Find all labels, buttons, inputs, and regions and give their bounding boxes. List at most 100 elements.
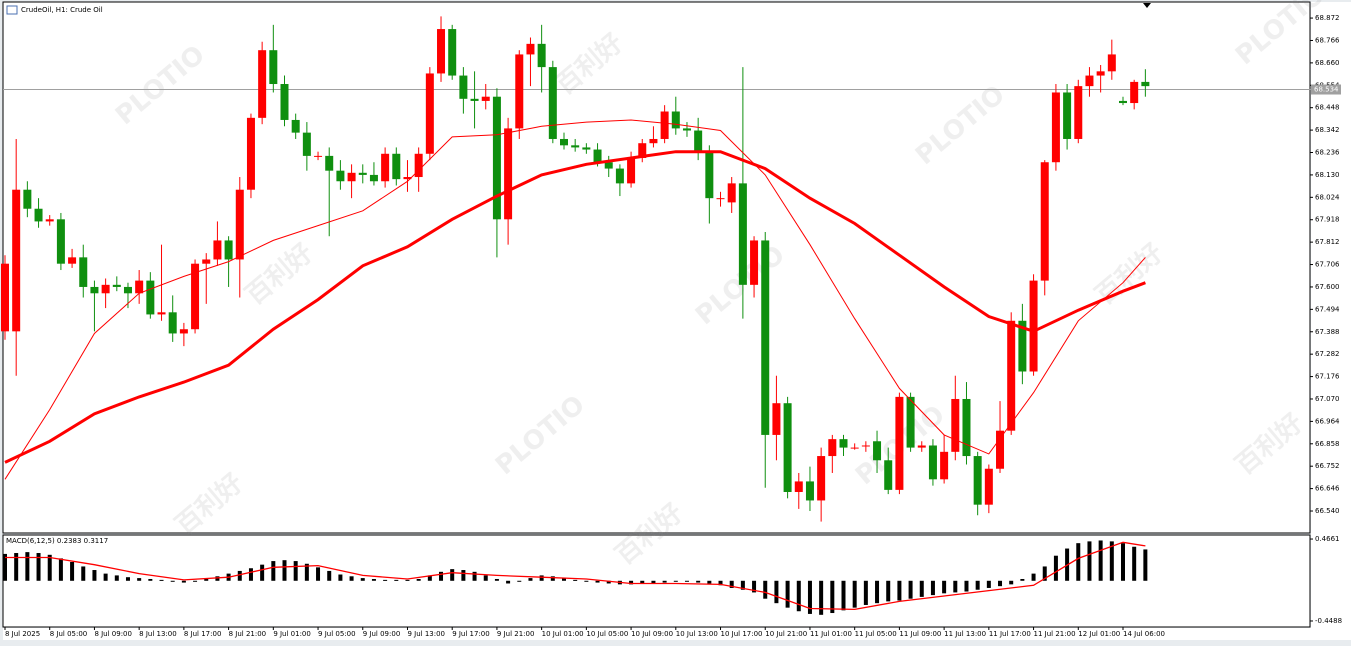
macd-bar (1076, 543, 1081, 581)
macd-bar (494, 578, 499, 581)
candle-body (772, 403, 781, 435)
macd-bar (919, 580, 924, 597)
macd-bar (1087, 541, 1092, 581)
candle-body (224, 240, 233, 260)
macd-bar (36, 553, 41, 581)
macd-bar (383, 579, 388, 581)
candle-body (504, 128, 513, 220)
macd-bar (1031, 573, 1036, 581)
macd-bar (103, 573, 108, 581)
x-tick-label: 10 Jul 13:00 (676, 630, 718, 638)
chart-title: CrudeOil, H1: Crude Oil (21, 6, 103, 14)
macd-bar (3, 553, 7, 581)
macd-title: MACD(6,12,5) 0.2383 0.3117 (6, 537, 108, 545)
candle-body (325, 155, 334, 171)
macd-bar (271, 561, 276, 581)
candle-body (951, 398, 960, 452)
candle-body (347, 172, 356, 182)
candle-body (34, 208, 43, 222)
macd-bar (763, 580, 768, 599)
macd-bar (998, 580, 1003, 587)
x-tick-label: 8 Jul 13:00 (139, 630, 177, 638)
candle-body (1040, 162, 1049, 281)
macd-bar (81, 566, 86, 581)
macd-bar (394, 579, 399, 581)
macd-bar (293, 561, 298, 581)
candle-body (291, 119, 300, 133)
candle-body (794, 481, 803, 492)
candle-body (459, 75, 468, 99)
candle-body (79, 257, 88, 287)
y-tick-label: 66.752 (1315, 462, 1340, 470)
macd-bar (461, 570, 466, 581)
candle-body (246, 117, 255, 190)
macd-bar (908, 580, 913, 599)
candle-body (258, 50, 267, 118)
x-tick-label: 12 Jul 01:00 (1078, 630, 1120, 638)
macd-bar (796, 580, 801, 612)
macd-bar (114, 575, 119, 581)
macd-bar (930, 580, 935, 596)
macd-bar (573, 579, 578, 581)
candle-body (414, 153, 423, 178)
macd-bar (416, 578, 421, 581)
candle-body (671, 111, 680, 129)
macd-bar (483, 575, 488, 581)
candle-body (135, 280, 144, 294)
macd-bar (875, 580, 880, 604)
macd-bar (562, 578, 566, 581)
candle-body (582, 147, 591, 150)
moving-average (4, 119, 1146, 480)
macd-bar (852, 580, 857, 608)
candle-body (682, 128, 691, 131)
candle-body (302, 132, 311, 156)
candle-body (649, 138, 658, 144)
macd-bar (595, 580, 600, 583)
macd-bar (550, 576, 555, 581)
macd-bar (405, 579, 410, 581)
candle-body (761, 240, 770, 435)
macd-y-tick-label: 0.4661 (1315, 535, 1340, 543)
candle-body (828, 439, 837, 457)
y-tick-label: 68.766 (1315, 36, 1340, 44)
candle-body (481, 96, 490, 101)
candle-body (12, 189, 21, 332)
candle-body (895, 396, 904, 490)
macd-bar (696, 580, 701, 583)
candle-body (1074, 86, 1083, 139)
macd-bar (1098, 540, 1103, 581)
y-tick-label: 67.070 (1315, 395, 1340, 403)
y-tick-label: 67.600 (1315, 283, 1340, 291)
macd-bar (651, 580, 656, 584)
candle-body (448, 29, 457, 76)
candle-body (940, 451, 949, 480)
macd-bar (1132, 546, 1137, 581)
macd-bar (841, 580, 846, 611)
candle-body (817, 456, 826, 501)
candle-body (1029, 280, 1038, 372)
candle-body (213, 240, 222, 260)
candle-body (90, 286, 99, 294)
macd-bar (897, 580, 902, 601)
candle-body (660, 111, 669, 139)
last-price-box (1311, 84, 1341, 95)
macd-bar (170, 580, 175, 582)
candle-body (1085, 75, 1094, 87)
y-tick-label: 68.236 (1315, 149, 1340, 157)
macd-bar (1009, 580, 1014, 585)
y-tick-label: 68.660 (1315, 59, 1340, 67)
macd-bar (125, 577, 130, 581)
candle-body (1007, 320, 1016, 431)
macd-bar (360, 578, 365, 581)
x-tick-label: 14 Jul 06:00 (1123, 630, 1165, 638)
candle-body (750, 240, 759, 285)
candle-body (727, 183, 736, 203)
macd-bar (774, 580, 779, 604)
candle-body (1, 263, 9, 332)
macd-bar (248, 568, 253, 581)
y-tick-label: 68.448 (1315, 104, 1340, 112)
symbol-icon (6, 5, 18, 15)
candle-body (884, 460, 893, 490)
candle-body (1018, 320, 1027, 372)
candle-body (1051, 92, 1060, 163)
